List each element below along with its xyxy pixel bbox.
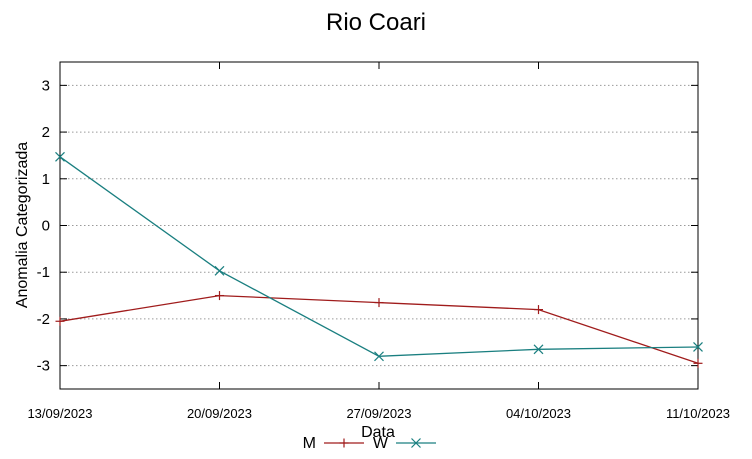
- y-tick-label: -2: [37, 311, 50, 328]
- plus-marker: [55, 316, 65, 326]
- plus-marker: [374, 298, 384, 308]
- cross-marker: [411, 438, 421, 448]
- series-lines: [55, 151, 703, 368]
- y-tick-label: -1: [37, 264, 50, 281]
- x-axis-label: Data: [361, 424, 395, 441]
- cross-marker: [533, 344, 544, 355]
- x-tick-label: 11/10/2023: [666, 406, 730, 421]
- x-tick-label: 04/10/2023: [506, 406, 571, 421]
- x-tick-label: 27/09/2023: [346, 406, 411, 421]
- cross-marker: [214, 265, 225, 276]
- x-ticks: 13/09/2023 20/09/2023 27/09/2023 04/10/2023…: [27, 62, 730, 421]
- chart-title: Rio Coari: [326, 9, 426, 36]
- y-tick-label: 1: [42, 171, 50, 188]
- y-ticks: 3 2 1 0 -1 -2 -3: [37, 77, 698, 375]
- x-tick-label: 13/09/2023: [27, 406, 92, 421]
- plus-marker: [534, 305, 543, 315]
- plus-marker: [693, 358, 703, 368]
- plus-marker: [339, 438, 349, 448]
- y-tick-label: 0: [42, 218, 50, 235]
- y-tick-label: -3: [37, 358, 50, 375]
- plus-marker: [215, 291, 224, 301]
- plot-frame: [59, 61, 699, 390]
- series-line-W: [59, 156, 699, 357]
- legend-label: W: [373, 435, 389, 452]
- y-axis-label: Anomalia Categorizada: [14, 142, 31, 308]
- y-tick-label: 2: [42, 124, 50, 141]
- cross-marker: [55, 151, 65, 162]
- cross-marker: [374, 351, 384, 362]
- legend-label: M: [303, 435, 316, 452]
- y-tick-label: 3: [42, 77, 50, 94]
- cross-marker: [693, 342, 703, 352]
- x-tick-label: 20/09/2023: [187, 406, 252, 421]
